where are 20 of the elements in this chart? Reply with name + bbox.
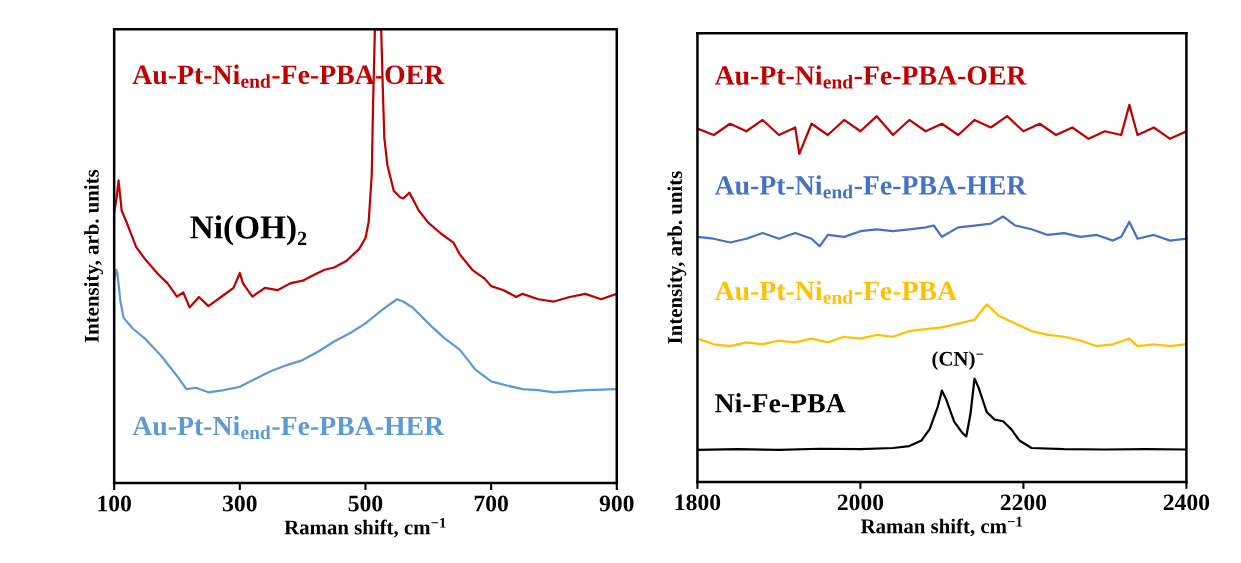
x-tick-label: 900 xyxy=(599,495,634,512)
text: Au-Pt-Ni$_{end}$-Fe-PBA-HER xyxy=(132,415,445,440)
x-tick-label: 2400 xyxy=(1163,494,1210,511)
x-tick-label: 2200 xyxy=(1000,494,1047,511)
series-label: Ni-Fe-PBA xyxy=(715,393,846,413)
annotation: (CN)$^{−}$ xyxy=(932,351,984,371)
x-tick-label: 100 xyxy=(98,495,131,512)
x-axis-title: Raman shift, cm$^{−1}$ xyxy=(860,516,1022,537)
y-axis-title: Intensity, arb. units xyxy=(667,171,687,344)
series-label: Au-Pt-Ni$_{end}$-Fe-PBA-HER xyxy=(714,175,1027,199)
x-tick-label: 2000 xyxy=(837,494,884,511)
x-tick-label: 700 xyxy=(474,495,508,512)
x-tick-label: 1800 xyxy=(675,494,721,511)
annotation: Ni(OH)₂ xyxy=(190,215,307,246)
x-axis-title: Raman shift, cm$^{−1}$ xyxy=(284,517,446,538)
series-label: Au-Pt-Ni$_{end}$-Fe-PBA-OER xyxy=(714,65,1027,89)
series-label: Au-Pt-Ni$_{end}$-Fe-PBA xyxy=(714,280,957,304)
y-axis-title: Intensity, arb. units xyxy=(84,169,104,343)
x-tick-label: 300 xyxy=(223,495,257,512)
x-tick-label: 500 xyxy=(348,495,383,512)
